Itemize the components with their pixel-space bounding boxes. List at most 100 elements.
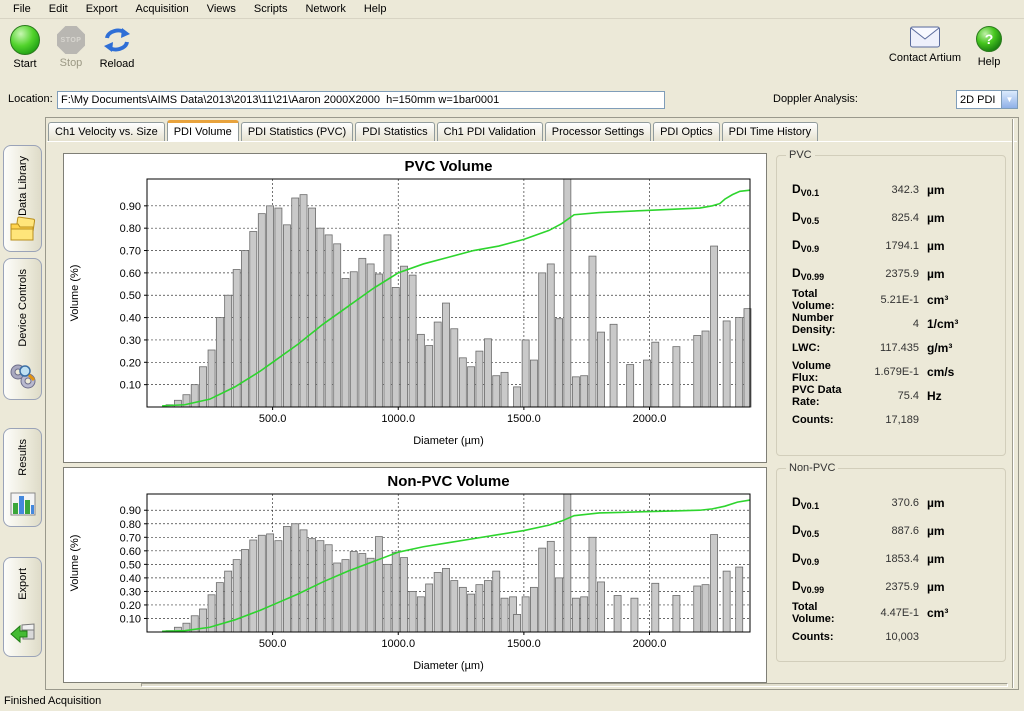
stat-row: PVC Data Rate:75.4Hz: [777, 384, 1005, 408]
volume-bars: [166, 179, 751, 407]
tab-pdi-volume[interactable]: PDI Volume: [167, 120, 239, 141]
bar: [539, 273, 546, 407]
bar: [468, 367, 475, 407]
bar: [514, 614, 521, 632]
y-axis-label: Volume (%): [69, 535, 81, 592]
stat-unit: µm: [927, 524, 975, 538]
bar: [493, 571, 500, 632]
bar: [359, 258, 366, 407]
stat-row: DV0.1370.6µm: [777, 489, 1005, 517]
stat-label-subscript: V0.99: [801, 272, 825, 282]
stat-value: 5.21E-1: [852, 294, 927, 306]
bar: [673, 347, 680, 407]
menu-item-network[interactable]: Network: [296, 1, 354, 17]
bar: [384, 564, 391, 632]
stat-label-subscript: V0.5: [801, 216, 820, 226]
bar: [539, 548, 546, 632]
contact-artium-button[interactable]: Contact Artium: [886, 19, 964, 86]
bar: [522, 597, 529, 632]
location-path-field[interactable]: F:\My Documents\AIMS Data\2013\2013\11\2…: [57, 91, 665, 109]
x-tick-label: 1000.0: [381, 638, 415, 650]
tab-pdi-statistics[interactable]: PDI Statistics: [355, 122, 434, 141]
x-tick-label: 2000.0: [633, 638, 667, 650]
bar: [342, 278, 349, 407]
start-button[interactable]: Start: [4, 19, 46, 86]
tab-ch1-velocity-vs-size[interactable]: Ch1 Velocity vs. Size: [48, 122, 165, 141]
bar: [581, 376, 588, 407]
bar: [451, 581, 458, 632]
bar: [702, 331, 709, 407]
pvc-stats-rows: DV0.1342.3µmDV0.5825.4µmDV0.91794.1µmDV0…: [777, 176, 1005, 432]
chart-title: Non-PVC Volume: [387, 473, 509, 490]
bar: [275, 208, 282, 407]
bar: [723, 571, 730, 632]
stat-row: DV0.992375.9µm: [777, 573, 1005, 601]
bar: [530, 587, 537, 632]
bar: [250, 232, 257, 407]
stop-button[interactable]: STOP Stop: [50, 19, 92, 86]
vertical-splitter[interactable]: [1012, 119, 1014, 688]
nonpvc-volume-chart: 0.100.200.300.400.500.600.700.800.90500.…: [63, 467, 767, 683]
y-tick-label: 0.30: [120, 335, 141, 347]
sidebar: Data Library Device Controls Results Export: [0, 117, 45, 690]
sidebar-item-export[interactable]: Export: [3, 557, 42, 657]
y-tick-label: 0.80: [120, 223, 141, 235]
sidebar-item-results[interactable]: Results: [3, 428, 42, 527]
menu-item-help[interactable]: Help: [355, 1, 396, 17]
y-tick-label: 0.10: [120, 613, 141, 625]
menu-item-export[interactable]: Export: [77, 1, 127, 17]
stat-unit: µm: [927, 580, 975, 594]
bar: [476, 351, 483, 407]
stat-unit: µm: [927, 267, 975, 281]
bar: [258, 214, 265, 407]
bar: [652, 342, 659, 407]
bar: [564, 179, 571, 407]
stat-row: Number Density:41/cm³: [777, 312, 1005, 336]
folders-icon: [8, 216, 38, 245]
sidebar-item-device-controls[interactable]: Device Controls: [3, 258, 42, 400]
horizontal-splitter[interactable]: [141, 683, 1008, 687]
reload-button[interactable]: Reload: [96, 19, 138, 86]
stat-label: DV0.1: [792, 495, 852, 511]
help-button[interactable]: ? Help: [968, 19, 1010, 86]
x-axis-label: Diameter (µm): [413, 660, 484, 672]
menu-item-views[interactable]: Views: [198, 1, 245, 17]
doppler-analysis-select[interactable]: 2D PDI ▼: [956, 90, 1018, 109]
sidebar-item-label: Export: [17, 568, 29, 600]
stat-row: DV0.5887.6µm: [777, 517, 1005, 545]
y-tick-label: 0.90: [120, 505, 141, 517]
tab-processor-settings[interactable]: Processor Settings: [545, 122, 651, 141]
y-axis-label: Volume (%): [69, 265, 81, 322]
menu-item-file[interactable]: File: [4, 1, 40, 17]
application-window: FileEditExportAcquisitionViewsScriptsNet…: [0, 0, 1024, 711]
tab-pdi-time-history[interactable]: PDI Time History: [722, 122, 819, 141]
bar: [564, 494, 571, 632]
chevron-down-icon[interactable]: ▼: [1001, 91, 1017, 108]
bar: [233, 560, 240, 632]
stat-unit: 1/cm³: [927, 317, 975, 331]
stat-value: 17,189: [852, 414, 927, 426]
menu-item-edit[interactable]: Edit: [40, 1, 77, 17]
stat-label: DV0.5: [792, 523, 852, 539]
sidebar-item-data-library[interactable]: Data Library: [3, 145, 42, 252]
stat-label: Counts:: [792, 631, 852, 643]
menu-item-acquisition[interactable]: Acquisition: [127, 1, 198, 17]
stat-unit: µm: [927, 211, 975, 225]
main-panel: Ch1 Velocity vs. SizePDI VolumePDI Stati…: [45, 117, 1019, 690]
bar: [375, 537, 382, 632]
menu-item-scripts[interactable]: Scripts: [245, 1, 297, 17]
tab-pdi-statistics-pvc-[interactable]: PDI Statistics (PVC): [241, 122, 353, 141]
reload-label: Reload: [100, 58, 135, 70]
stat-value: 2375.9: [852, 268, 927, 280]
status-bar: Finished Acquisition: [0, 690, 1024, 711]
stat-label: DV0.1: [792, 182, 852, 198]
bar: [476, 585, 483, 632]
stat-unit: µm: [927, 552, 975, 566]
bar: [694, 335, 701, 407]
bar: [401, 558, 408, 632]
tab-ch1-pdi-validation[interactable]: Ch1 PDI Validation: [437, 122, 543, 141]
y-tick-label: 0.80: [120, 519, 141, 531]
tab-pdi-optics[interactable]: PDI Optics: [653, 122, 720, 141]
stat-unit: µm: [927, 496, 975, 510]
bar: [409, 275, 416, 407]
